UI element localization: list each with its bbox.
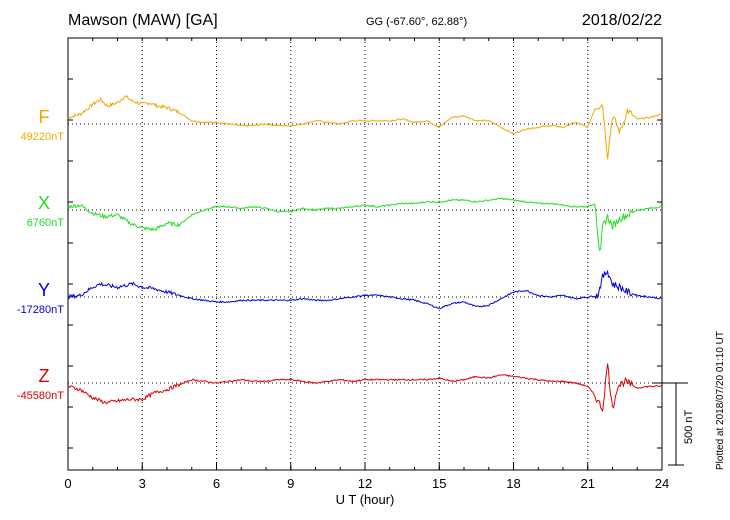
x-axis-ticks: 0 3 6 9 12 15 18 21 24 bbox=[64, 37, 669, 491]
trace-z bbox=[67, 363, 663, 413]
component-labels: F 49220nT X 6760nT Y -17280nT Z -45580nT bbox=[17, 107, 64, 402]
baseline-value-y: -17280nT bbox=[17, 304, 64, 316]
station-title: Mawson (MAW) [GA] bbox=[68, 12, 218, 29]
x-tick-label: 15 bbox=[432, 476, 446, 491]
scale-bar: 500 nT bbox=[652, 382, 695, 466]
x-tick-label: 9 bbox=[287, 476, 294, 491]
x-tick-label: 12 bbox=[358, 476, 372, 491]
x-tick-label: 3 bbox=[139, 476, 146, 491]
baseline-value-x: 6760nT bbox=[27, 217, 65, 229]
x-axis-label: U T (hour) bbox=[336, 492, 395, 507]
component-name-f: F bbox=[39, 107, 50, 127]
traces bbox=[67, 95, 663, 413]
baseline-value-z: -45580nT bbox=[17, 390, 64, 402]
plotted-timestamp: Plotted at 2018/07/20 01:10 UT bbox=[715, 331, 726, 470]
trace-f bbox=[67, 95, 663, 160]
trace-x bbox=[67, 197, 662, 252]
plot-date: 2018/02/22 bbox=[581, 12, 662, 29]
component-name-y: Y bbox=[38, 280, 50, 300]
x-tick-label: 0 bbox=[64, 476, 71, 491]
station-coordinates: GG (-67.60°, 62.88°) bbox=[366, 16, 468, 28]
baseline-value-f: 49220nT bbox=[21, 131, 65, 143]
scale-bar-label: 500 nT bbox=[683, 409, 695, 444]
component-name-x: X bbox=[38, 193, 50, 213]
component-name-z: Z bbox=[39, 366, 50, 386]
x-tick-label: 21 bbox=[581, 476, 595, 491]
x-tick-label: 24 bbox=[655, 476, 669, 491]
grid-lines bbox=[68, 38, 662, 470]
x-tick-label: 6 bbox=[213, 476, 220, 491]
trace-y bbox=[67, 269, 663, 310]
x-tick-label: 18 bbox=[506, 476, 520, 491]
